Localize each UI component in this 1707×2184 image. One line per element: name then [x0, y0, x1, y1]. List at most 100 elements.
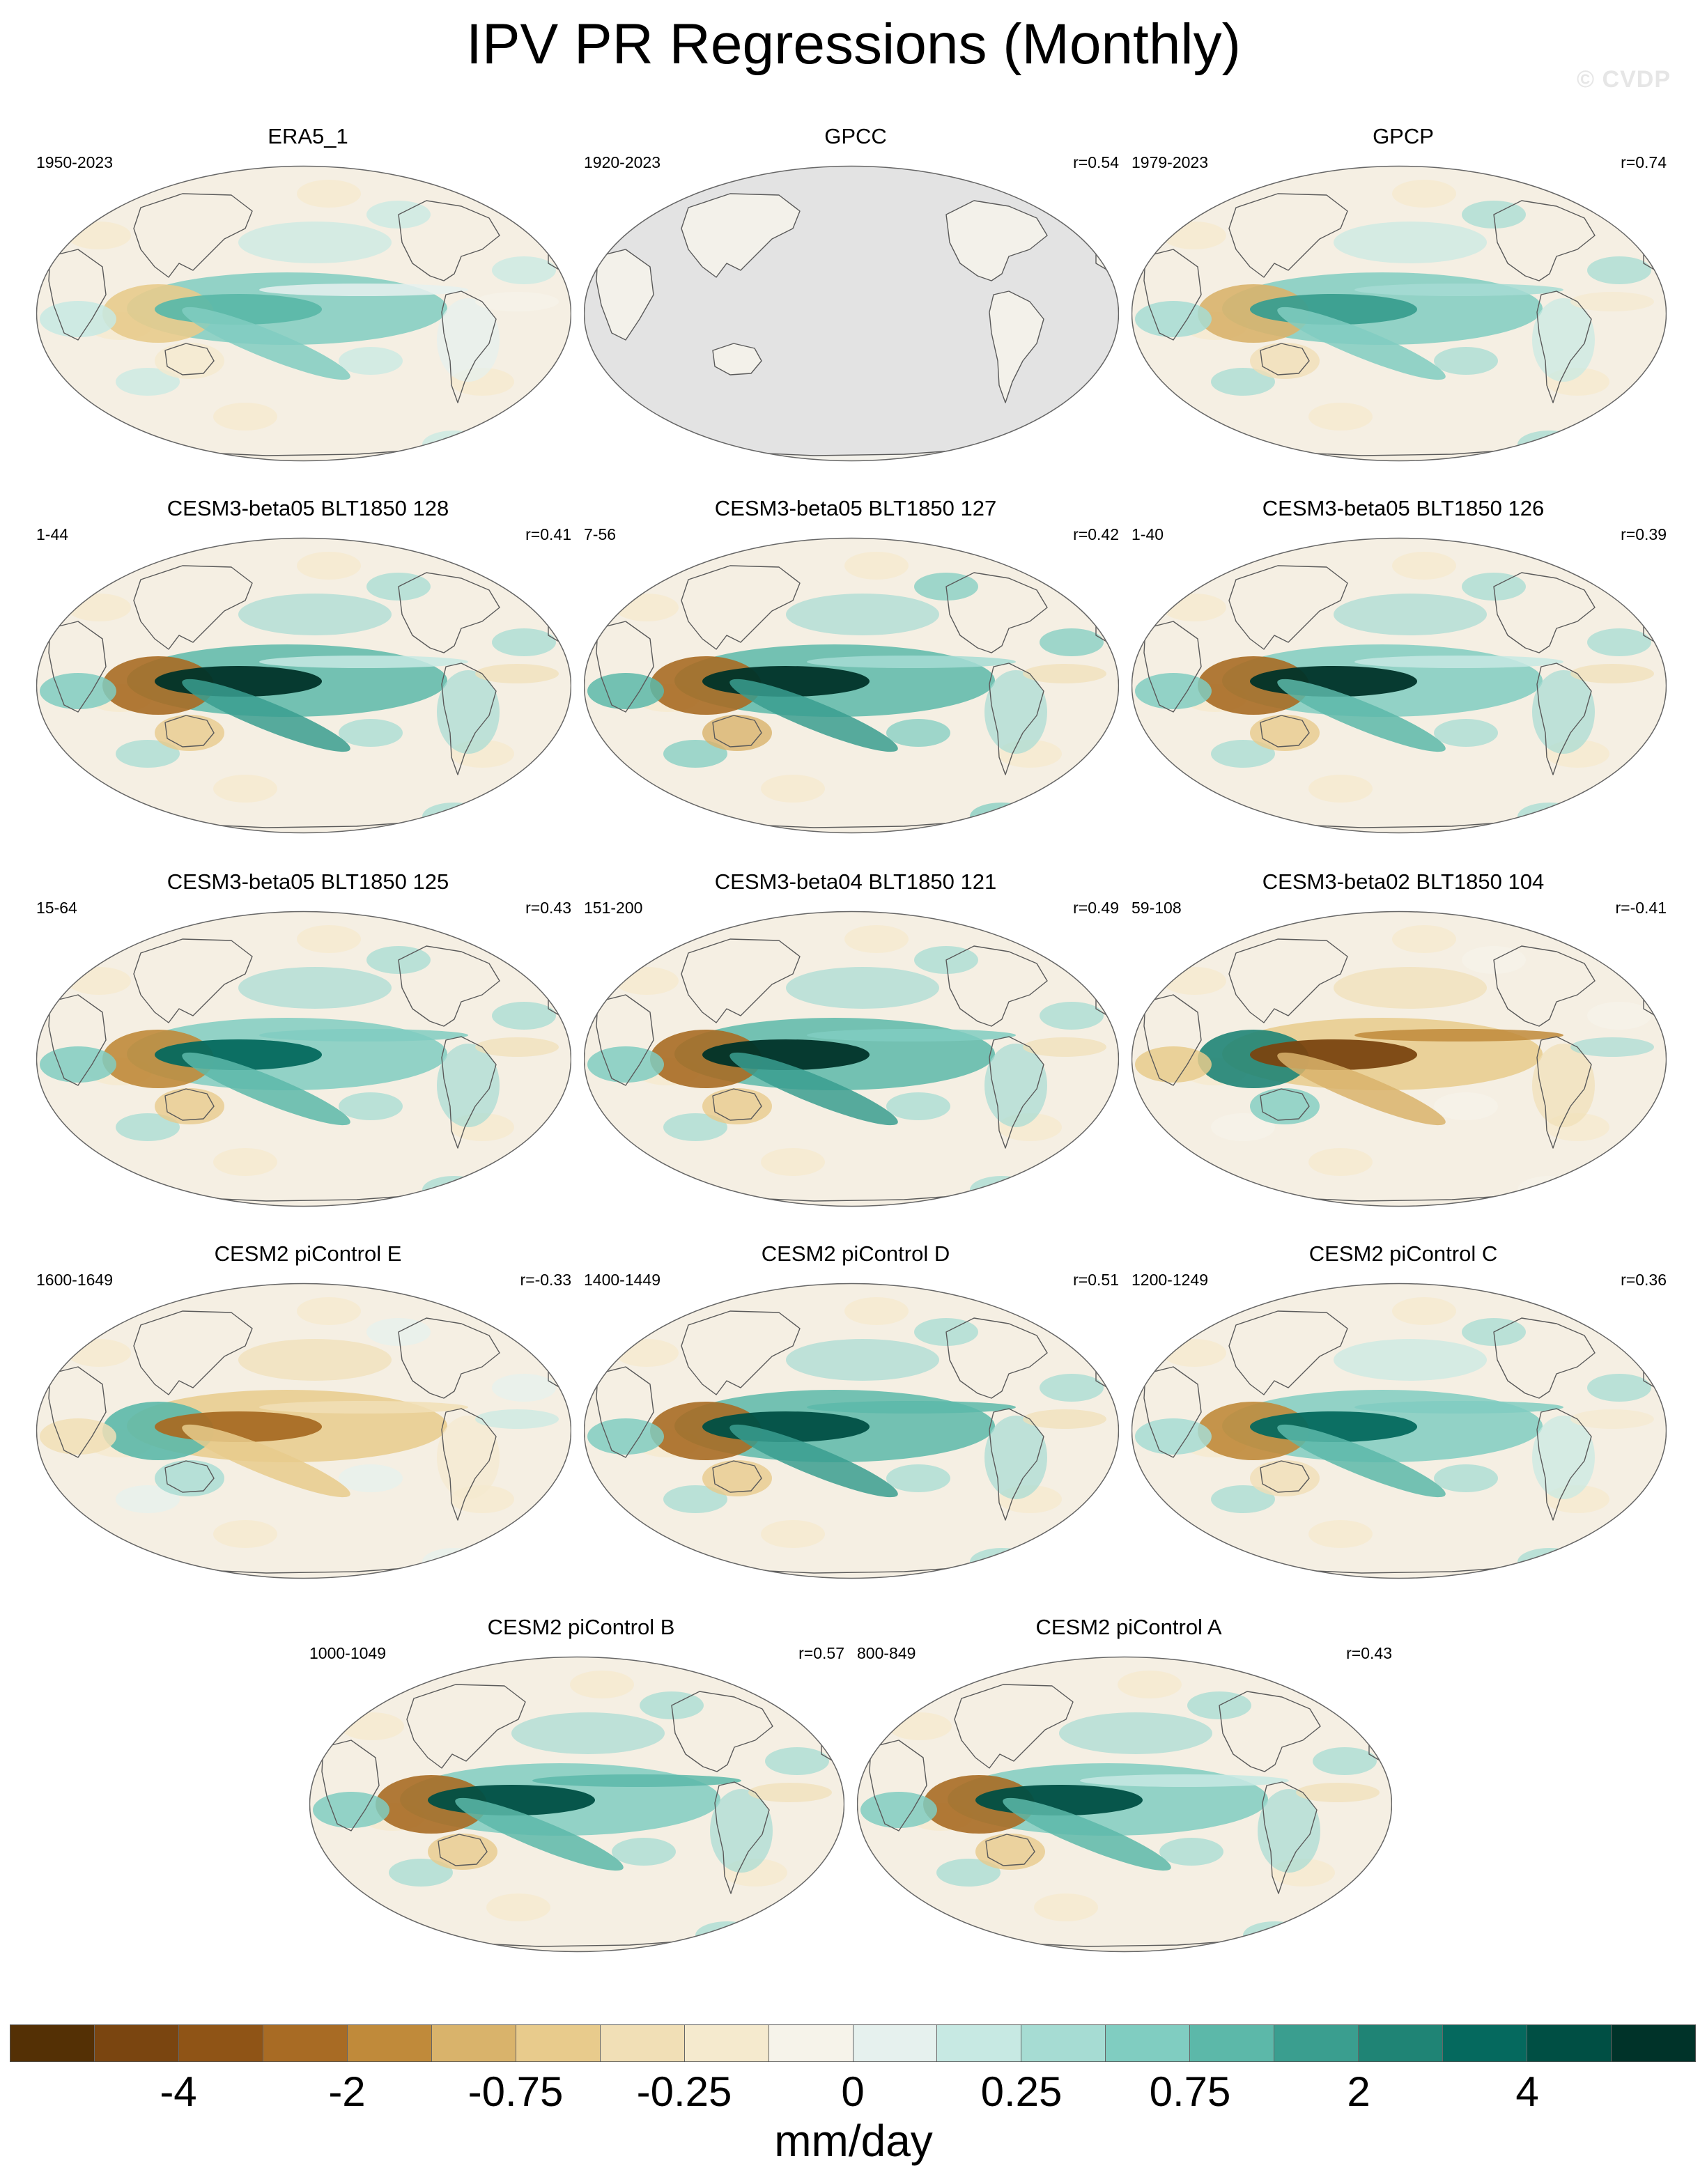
cvdp-watermark: © CVDP — [1577, 66, 1671, 93]
colorbar-swatch — [937, 2025, 1022, 2061]
map-panel: CESM2 piControl A 800-849 r=0.43 — [857, 1615, 1400, 1963]
colorbar-swatch — [1274, 2025, 1359, 2061]
panel-pattern-correlation: r=0.36 — [1621, 1271, 1667, 1289]
colorbar-tick-label: 0 — [841, 2068, 865, 2115]
panel-title: CESM2 piControl E — [214, 1241, 402, 1266]
colorbar-swatch — [1106, 2025, 1191, 2061]
map-panel: ERA5_1 1950-2023 — [36, 124, 580, 472]
panel-period: 15-64 — [36, 899, 77, 917]
robinson-map — [1131, 911, 1667, 1207]
robinson-map — [857, 1656, 1392, 1953]
robinson-map — [36, 1283, 571, 1579]
panel-title: ERA5_1 — [268, 124, 348, 148]
colorbar-swatch — [431, 2025, 516, 2061]
panel-title: CESM3-beta05 BLT1850 128 — [167, 496, 449, 520]
robinson-map — [1131, 165, 1667, 462]
map-panel: CESM3-beta05 BLT1850 128 1-44 r=0.41 — [36, 496, 580, 844]
colorbar-swatch — [178, 2025, 263, 2061]
colorbar-swatch — [1612, 2025, 1696, 2061]
figure-title: IPV PR Regressions (Monthly) — [466, 13, 1241, 76]
colorbar-swatch — [347, 2025, 432, 2061]
colorbar-tick-label: 2 — [1347, 2068, 1370, 2115]
colorbar-tick-label: -0.25 — [636, 2068, 732, 2115]
robinson-map — [584, 537, 1119, 834]
map-panel: CESM2 piControl B 1000-1049 r=0.57 — [309, 1615, 853, 1963]
panel-pattern-correlation: r=-0.33 — [520, 1271, 571, 1289]
panel-period: 7-56 — [584, 525, 617, 543]
map-panel: CESM3-beta05 BLT1850 125 15-64 r=0.43 — [36, 869, 580, 1218]
map-panel: CESM3-beta04 BLT1850 121 151-200 r=0.49 — [584, 869, 1127, 1218]
colorbar-tick-label: -0.75 — [468, 2068, 564, 2115]
map-panel: CESM2 piControl D 1400-1449 r=0.51 — [584, 1241, 1127, 1590]
robinson-map — [36, 165, 571, 462]
colorbar-swatch — [263, 2025, 348, 2061]
colorbar-swatch — [684, 2025, 769, 2061]
panel-title: CESM2 piControl C — [1308, 1241, 1498, 1266]
colorbar-swatch — [1443, 2025, 1528, 2061]
colorbar-swatch — [768, 2025, 854, 2061]
colorbar-swatch — [1527, 2025, 1612, 2061]
colorbar-tick-label: 0.25 — [980, 2068, 1063, 2115]
panel-period: 59-108 — [1131, 899, 1182, 917]
robinson-map — [584, 165, 1119, 462]
colorbar-swatch — [853, 2025, 938, 2061]
panel-title: GPCP — [1373, 124, 1434, 148]
panel-period: 800-849 — [857, 1644, 916, 1662]
panel-period: 1-40 — [1131, 525, 1164, 543]
colorbar-swatch — [1021, 2025, 1106, 2061]
panel-pattern-correlation: r=0.41 — [525, 525, 571, 543]
panel-pattern-correlation: r=0.74 — [1621, 153, 1667, 171]
panel-title: CESM2 piControl D — [761, 1241, 950, 1266]
panel-period: 1950-2023 — [36, 153, 113, 171]
panel-period: 1400-1449 — [584, 1271, 661, 1289]
panel-title: GPCC — [824, 124, 887, 148]
panel-period: 1200-1249 — [1131, 1271, 1208, 1289]
panel-title: CESM3-beta04 BLT1850 121 — [714, 869, 997, 894]
colorbar-unit-label: mm/day — [774, 2116, 933, 2166]
panel-pattern-correlation: r=0.57 — [798, 1644, 844, 1662]
panel-period: 1-44 — [36, 525, 69, 543]
colorbar-tick-label: -2 — [328, 2068, 366, 2115]
map-panel: CESM3-beta05 BLT1850 127 7-56 r=0.42 — [584, 496, 1127, 844]
panel-pattern-correlation: r=-0.41 — [1615, 899, 1667, 917]
robinson-map — [1131, 537, 1667, 834]
panel-title: CESM3-beta05 BLT1850 127 — [714, 496, 997, 520]
panel-period: 151-200 — [584, 899, 643, 917]
panel-pattern-correlation: r=0.49 — [1073, 899, 1119, 917]
map-panel: CESM3-beta05 BLT1850 126 1-40 r=0.39 — [1131, 496, 1675, 844]
robinson-map — [584, 911, 1119, 1207]
colorbar-tick-label: 0.75 — [1149, 2068, 1231, 2115]
panel-pattern-correlation: r=0.51 — [1073, 1271, 1119, 1289]
panel-period: 1920-2023 — [584, 153, 661, 171]
panel-period: 1000-1049 — [309, 1644, 386, 1662]
colorbar-swatch — [600, 2025, 685, 2061]
panel-pattern-correlation: r=0.43 — [1346, 1644, 1392, 1662]
colorbar-swatch — [94, 2025, 179, 2061]
panel-title: CESM2 piControl B — [487, 1615, 675, 1639]
map-panel: GPCP 1979-2023 r=0.74 — [1131, 124, 1675, 472]
panel-pattern-correlation: r=0.42 — [1073, 525, 1119, 543]
panel-title: CESM3-beta02 BLT1850 104 — [1262, 869, 1545, 894]
robinson-map — [36, 537, 571, 834]
panel-title: CESM2 piControl A — [1035, 1615, 1222, 1639]
panel-title: CESM3-beta05 BLT1850 126 — [1262, 496, 1545, 520]
colorbar-swatch — [1190, 2025, 1275, 2061]
robinson-map — [1131, 1283, 1667, 1579]
panel-period: 1600-1649 — [36, 1271, 113, 1289]
colorbar-tick-label: 4 — [1515, 2068, 1539, 2115]
colorbar-tick-label: -4 — [160, 2068, 197, 2115]
map-panel: CESM2 piControl E 1600-1649 r=-0.33 — [36, 1241, 580, 1590]
map-panel: CESM2 piControl C 1200-1249 r=0.36 — [1131, 1241, 1675, 1590]
robinson-map — [36, 911, 571, 1207]
colorbar-swatch — [10, 2025, 95, 2061]
panel-pattern-correlation: r=0.54 — [1073, 153, 1119, 171]
robinson-map — [309, 1656, 844, 1953]
colorbar-swatch — [1359, 2025, 1444, 2061]
panel-period: 1979-2023 — [1131, 153, 1208, 171]
panel-pattern-correlation: r=0.43 — [525, 899, 571, 917]
colorbar — [10, 2024, 1696, 2062]
panel-title: CESM3-beta05 BLT1850 125 — [167, 869, 449, 894]
robinson-map — [584, 1283, 1119, 1579]
panel-pattern-correlation: r=0.39 — [1621, 525, 1667, 543]
map-panel: GPCC 1920-2023 r=0.54 — [584, 124, 1127, 472]
